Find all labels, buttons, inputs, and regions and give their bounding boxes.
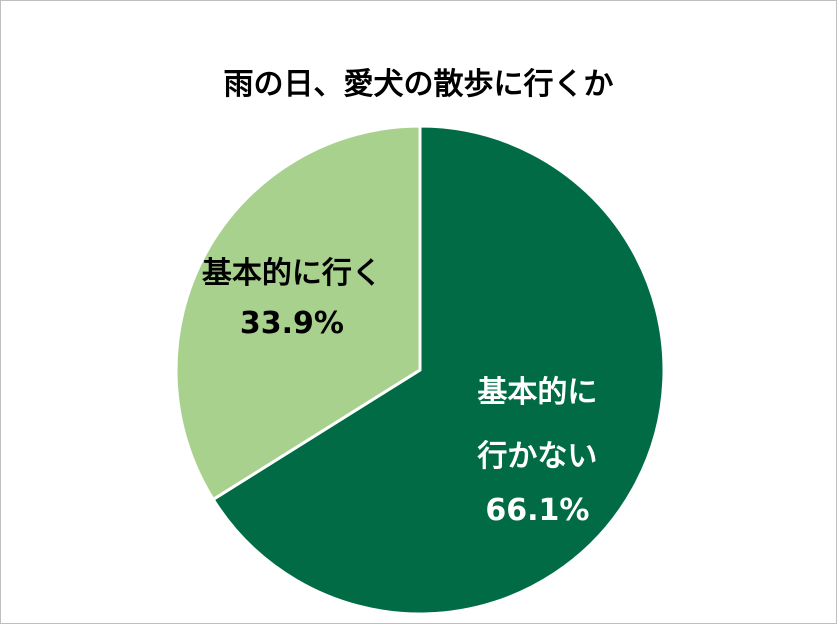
value-label: 33.9% [239,306,344,342]
value-label: 66.1% [485,493,590,529]
slice-label: 基本的に行かない [477,375,598,475]
chart-title: 雨の日、愛犬の散歩に行くか [223,67,614,102]
pie-slice [174,124,422,502]
pie-slice [211,124,666,616]
slice-label: 基本的に行く [201,256,382,292]
